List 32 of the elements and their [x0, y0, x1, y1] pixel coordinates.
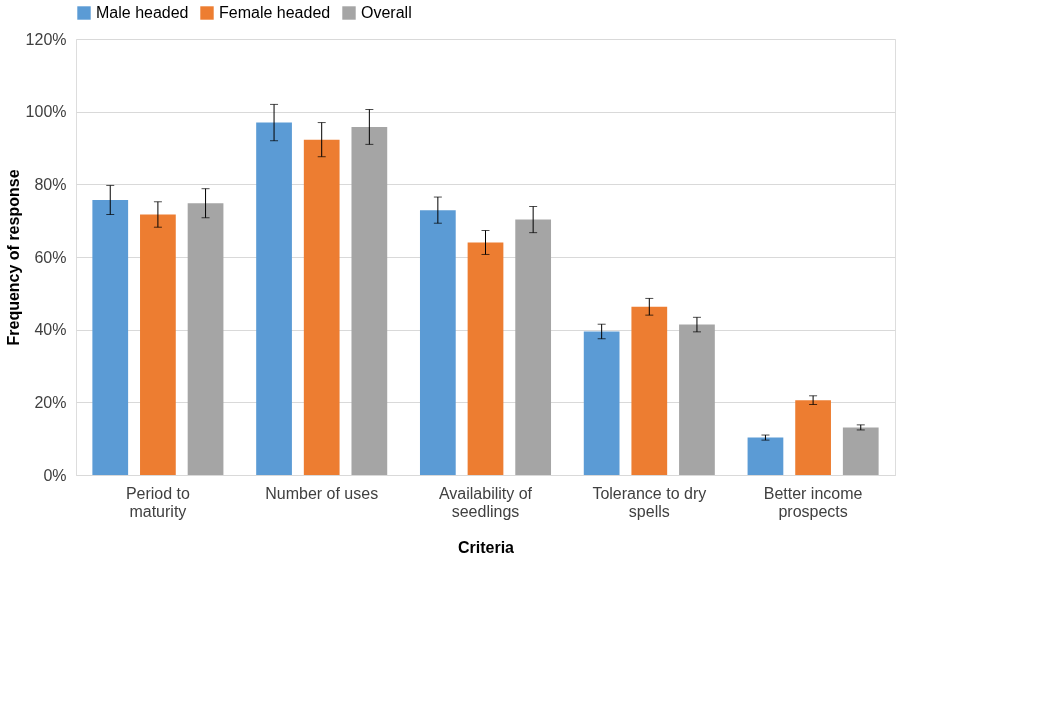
- y-tick-label: 0%: [43, 466, 67, 484]
- legend-label: Female headed: [219, 4, 331, 21]
- bar: [256, 122, 292, 475]
- legend-label: Overall: [361, 4, 412, 21]
- y-tick-label: 80%: [34, 175, 67, 193]
- bar: [842, 427, 879, 475]
- bar: [419, 210, 456, 475]
- bar: [351, 126, 388, 475]
- x-tick-label: Availability of seedlings: [438, 484, 533, 520]
- bar: [515, 219, 552, 475]
- y-tick-label: 20%: [34, 393, 67, 411]
- y-tick-label: 60%: [34, 248, 67, 266]
- x-tick-label: Better income prospects: [763, 484, 863, 520]
- y-tick-label: 40%: [34, 321, 67, 339]
- x-tick-label: Period to maturity: [125, 484, 191, 520]
- bar: [679, 324, 715, 475]
- x-tick-label: Number of uses: [265, 484, 379, 502]
- x-axis-title: Criteria: [457, 538, 515, 556]
- y-axis-title: Frequency of response: [4, 169, 22, 346]
- bar: [467, 242, 504, 475]
- bar: [747, 437, 784, 475]
- bar: [187, 203, 224, 475]
- bar: [795, 400, 831, 475]
- bar: [92, 199, 129, 475]
- bar: [140, 214, 176, 475]
- legend-label: Male headed: [96, 4, 189, 21]
- bar: [583, 331, 620, 475]
- bar: [631, 306, 668, 475]
- y-tick-label: 100%: [25, 103, 67, 121]
- bar: [303, 139, 340, 475]
- x-tick-label: Tolerance to dry spells: [592, 484, 707, 520]
- y-tick-label: 120%: [25, 30, 67, 48]
